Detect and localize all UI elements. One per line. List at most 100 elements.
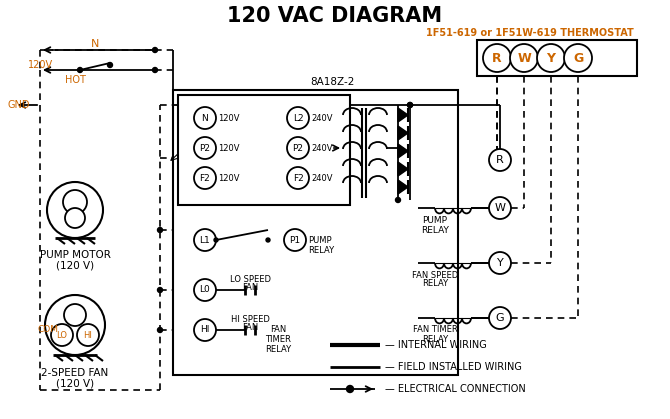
Text: 2-SPEED FAN: 2-SPEED FAN xyxy=(42,368,109,378)
Text: 120 VAC DIAGRAM: 120 VAC DIAGRAM xyxy=(227,6,443,26)
Circle shape xyxy=(194,137,216,159)
Circle shape xyxy=(266,238,270,242)
Text: PUMP MOTOR: PUMP MOTOR xyxy=(40,250,111,260)
Bar xyxy=(178,95,350,205)
Circle shape xyxy=(489,197,511,219)
Circle shape xyxy=(346,385,354,393)
Text: 120V: 120V xyxy=(218,114,239,122)
Text: W: W xyxy=(517,52,531,65)
Circle shape xyxy=(489,307,511,329)
Text: 8A18Z-2: 8A18Z-2 xyxy=(310,77,354,87)
Polygon shape xyxy=(398,144,408,158)
Bar xyxy=(477,40,637,76)
Text: FAN SPEED: FAN SPEED xyxy=(412,271,458,279)
Text: TIMER: TIMER xyxy=(265,336,291,344)
Text: 240V: 240V xyxy=(311,173,332,183)
Polygon shape xyxy=(398,126,408,140)
Circle shape xyxy=(157,287,163,292)
Circle shape xyxy=(64,304,86,326)
Circle shape xyxy=(45,295,105,355)
Text: 120V: 120V xyxy=(218,173,239,183)
Circle shape xyxy=(194,229,216,251)
Text: F2: F2 xyxy=(293,173,304,183)
Polygon shape xyxy=(398,108,408,122)
Circle shape xyxy=(407,103,413,108)
Text: N: N xyxy=(202,114,208,122)
Circle shape xyxy=(194,167,216,189)
Text: HI: HI xyxy=(84,331,92,339)
Circle shape xyxy=(194,107,216,129)
Text: — ELECTRICAL CONNECTION: — ELECTRICAL CONNECTION xyxy=(385,384,526,394)
Text: 240V: 240V xyxy=(311,143,332,153)
Circle shape xyxy=(51,324,73,346)
Circle shape xyxy=(194,319,216,341)
Text: L1: L1 xyxy=(200,235,210,245)
Text: P2: P2 xyxy=(200,143,210,153)
Text: GND: GND xyxy=(8,100,31,110)
Text: RELAY: RELAY xyxy=(421,225,449,235)
Circle shape xyxy=(63,190,87,214)
Circle shape xyxy=(489,149,511,171)
Bar xyxy=(173,90,458,375)
Circle shape xyxy=(287,167,309,189)
Circle shape xyxy=(284,229,306,251)
Circle shape xyxy=(157,228,163,233)
Circle shape xyxy=(194,279,216,301)
Text: P1: P1 xyxy=(289,235,301,245)
Text: L2: L2 xyxy=(293,114,304,122)
Text: Y: Y xyxy=(496,258,503,268)
Text: 1F51-619 or 1F51W-619 THERMOSTAT: 1F51-619 or 1F51W-619 THERMOSTAT xyxy=(426,28,634,38)
Text: R: R xyxy=(492,52,502,65)
Circle shape xyxy=(47,182,103,238)
Text: COM: COM xyxy=(37,326,58,334)
Text: RELAY: RELAY xyxy=(265,346,291,354)
Polygon shape xyxy=(398,180,408,194)
Text: PUMP: PUMP xyxy=(423,215,448,225)
Text: FAN: FAN xyxy=(242,323,258,333)
Text: (120 V): (120 V) xyxy=(56,379,94,389)
Circle shape xyxy=(537,44,565,72)
Text: RELAY: RELAY xyxy=(422,334,448,344)
Text: PUMP: PUMP xyxy=(308,235,332,245)
Text: W: W xyxy=(494,203,505,213)
Text: LO SPEED: LO SPEED xyxy=(230,274,271,284)
Text: HOT: HOT xyxy=(64,75,86,85)
Text: F2: F2 xyxy=(200,173,210,183)
Circle shape xyxy=(153,67,157,72)
Circle shape xyxy=(287,107,309,129)
Circle shape xyxy=(157,328,163,333)
Text: 120V: 120V xyxy=(28,60,53,70)
Circle shape xyxy=(214,238,218,242)
Circle shape xyxy=(489,252,511,274)
Circle shape xyxy=(287,137,309,159)
Circle shape xyxy=(510,44,538,72)
Text: N: N xyxy=(91,39,99,49)
Circle shape xyxy=(77,324,99,346)
Text: 240V: 240V xyxy=(311,114,332,122)
Circle shape xyxy=(153,47,157,52)
Circle shape xyxy=(395,197,401,202)
Circle shape xyxy=(564,44,592,72)
Circle shape xyxy=(483,44,511,72)
Text: LO: LO xyxy=(56,331,68,339)
Text: Y: Y xyxy=(547,52,555,65)
Text: R: R xyxy=(496,155,504,165)
Polygon shape xyxy=(398,162,408,176)
Text: — INTERNAL WIRING: — INTERNAL WIRING xyxy=(385,340,486,350)
Text: P2: P2 xyxy=(293,143,304,153)
Text: G: G xyxy=(496,313,505,323)
Text: FAN: FAN xyxy=(242,284,258,292)
Text: FAN TIMER: FAN TIMER xyxy=(413,326,458,334)
Circle shape xyxy=(65,208,85,228)
Circle shape xyxy=(107,62,113,67)
Text: L0: L0 xyxy=(200,285,210,295)
Circle shape xyxy=(78,67,82,72)
Text: HI SPEED: HI SPEED xyxy=(230,315,269,323)
Circle shape xyxy=(407,103,413,108)
Text: RELAY: RELAY xyxy=(422,279,448,289)
Text: (120 V): (120 V) xyxy=(56,261,94,271)
Text: RELAY: RELAY xyxy=(308,246,334,254)
Text: — FIELD INSTALLED WIRING: — FIELD INSTALLED WIRING xyxy=(385,362,522,372)
Text: HI: HI xyxy=(200,326,210,334)
Text: 120V: 120V xyxy=(218,143,239,153)
